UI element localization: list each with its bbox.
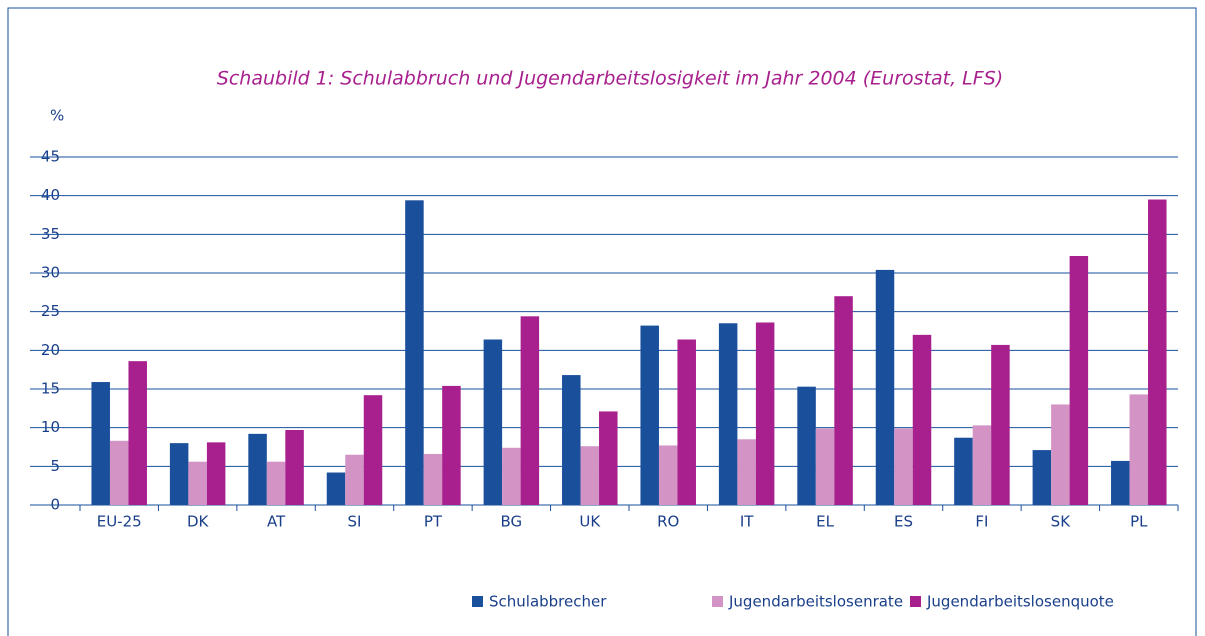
bar bbox=[658, 445, 678, 505]
legend-swatch bbox=[472, 596, 483, 607]
x-tick-label: FI bbox=[975, 513, 988, 531]
bar bbox=[737, 439, 756, 505]
bar bbox=[875, 269, 895, 505]
x-tick-label: PT bbox=[424, 513, 443, 531]
x-tick-label: AT bbox=[267, 513, 286, 531]
bar bbox=[991, 344, 1010, 505]
bar bbox=[285, 429, 304, 505]
bar bbox=[562, 375, 581, 505]
x-tick-label: ES bbox=[894, 513, 913, 531]
bar bbox=[345, 454, 364, 505]
bar bbox=[442, 385, 461, 505]
bar bbox=[1111, 460, 1130, 505]
bar bbox=[206, 442, 226, 505]
legend-label: Jugendarbeitslosenquote bbox=[926, 593, 1114, 611]
bar bbox=[483, 339, 503, 505]
bar bbox=[266, 461, 286, 505]
x-tick-label: DK bbox=[187, 513, 210, 531]
x-tick-label: BG bbox=[501, 513, 523, 531]
legend-swatch bbox=[910, 596, 921, 607]
x-tick-label: PL bbox=[1130, 513, 1148, 531]
bar bbox=[599, 411, 618, 505]
x-tick-label: IT bbox=[740, 513, 754, 531]
x-tick-label: UK bbox=[579, 513, 601, 531]
bar bbox=[640, 325, 659, 505]
frame bbox=[7, 7, 1197, 636]
bar bbox=[109, 440, 129, 505]
bar bbox=[1032, 450, 1052, 505]
bar bbox=[972, 425, 992, 505]
bar bbox=[1069, 255, 1089, 505]
bar bbox=[755, 322, 775, 505]
y-axis-label: % bbox=[50, 107, 64, 125]
bar bbox=[502, 447, 521, 505]
chart-title: Schaubild 1: Schulabbruch und Jugendarbe… bbox=[217, 68, 1003, 90]
bar bbox=[405, 200, 424, 505]
bar bbox=[248, 433, 267, 505]
legend-label: Schulabbrecher bbox=[489, 593, 607, 611]
bar bbox=[834, 296, 853, 505]
bar bbox=[326, 472, 346, 505]
x-tick-label: SK bbox=[1051, 513, 1072, 531]
bar bbox=[128, 361, 147, 505]
legend-label: Jugendarbeitslosenrate bbox=[728, 593, 903, 611]
bar bbox=[1148, 199, 1167, 506]
bar bbox=[797, 386, 816, 505]
bar bbox=[677, 339, 696, 505]
bar bbox=[1051, 404, 1070, 505]
bar bbox=[815, 428, 835, 505]
bar bbox=[423, 453, 443, 505]
bar bbox=[169, 443, 189, 505]
bar bbox=[912, 334, 932, 505]
bar bbox=[954, 437, 973, 505]
x-tick-label: EL bbox=[816, 513, 834, 531]
x-tick-label: SI bbox=[348, 513, 362, 531]
bar bbox=[894, 428, 913, 505]
bar bbox=[1129, 394, 1149, 505]
bar bbox=[520, 316, 540, 505]
x-tick-label: RO bbox=[657, 513, 679, 531]
bar bbox=[188, 461, 207, 505]
bar bbox=[363, 395, 383, 505]
bar bbox=[91, 382, 110, 505]
legend-swatch bbox=[712, 596, 723, 607]
x-tick-label: EU-25 bbox=[97, 513, 142, 531]
bar bbox=[580, 446, 600, 505]
bar bbox=[718, 323, 738, 505]
